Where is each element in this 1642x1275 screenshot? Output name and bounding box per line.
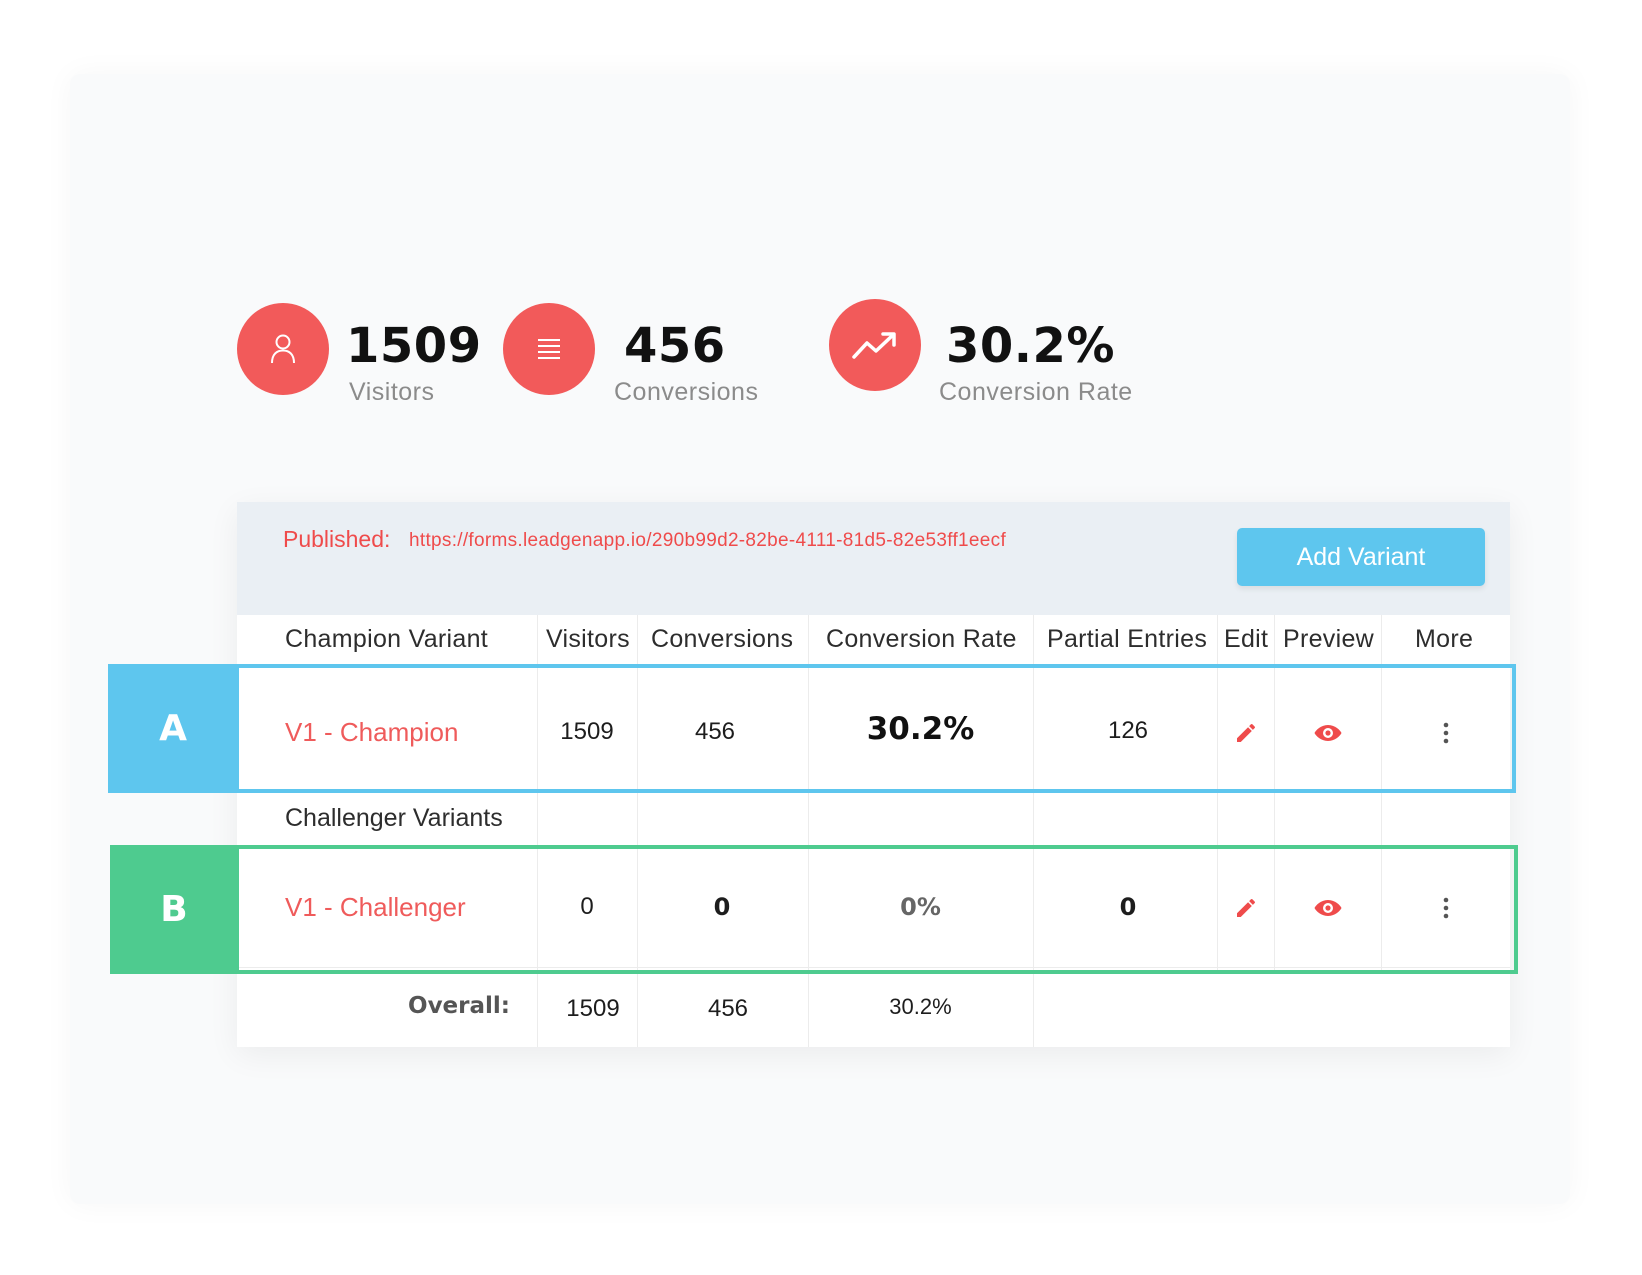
more-vertical-icon [1443,897,1448,919]
trend-up-icon [852,332,896,359]
overall-conversion-rate: 30.2% [889,994,952,1019]
published-label: Published: [283,526,391,552]
overall-conversions: 456 [707,995,749,1022]
pencil-icon [1236,723,1255,742]
challenger-edit-button[interactable] [1217,883,1274,933]
overall-label: Overall: [408,993,510,1019]
challenger-more-button[interactable] [1381,883,1510,933]
header-champion-variant: Champion Variant [285,625,489,653]
visitors-stat-label: Visitors [349,378,435,406]
overall-visitors: 1509 [566,995,620,1022]
visitors-stat-value: 1509 [346,318,482,374]
published-url-link[interactable]: https://forms.leadgenapp.io/290b99d2-82b… [409,530,1007,551]
challenger-preview-button[interactable] [1274,883,1381,933]
champion-conversions: 456 [694,718,736,745]
challenger-row[interactable] [235,845,1518,974]
challenger-variant-name[interactable]: V1 - Challenger [285,892,466,922]
add-variant-button[interactable]: Add Variant [1237,528,1485,586]
champion-variant-name[interactable]: V1 - Champion [285,717,459,747]
conversions-stat-label: Conversions [614,378,759,406]
champion-row[interactable] [235,664,1516,793]
header-edit: Edit [1224,625,1269,653]
challenger-conversions: 0 [713,893,731,921]
column-divider [637,615,638,1047]
visitors-stat-icon-circle [237,303,329,395]
champion-visitors: 1509 [560,718,614,745]
list-icon [538,339,560,359]
more-vertical-icon [1443,722,1448,744]
champion-tag: A [108,664,238,793]
conversion-rate-stat-value: 30.2% [946,318,1116,374]
row-divider [237,967,1510,968]
header-visitors: Visitors [546,625,630,653]
challenger-section-title: Challenger Variants [285,804,503,832]
user-icon [271,334,295,364]
header-conversions: Conversions [651,625,794,653]
eye-icon [1314,725,1341,741]
challenger-partial-entries: 0 [1119,893,1137,921]
champion-partial-entries: 126 [1107,717,1149,744]
challenger-tag: B [110,845,238,974]
champion-more-button[interactable] [1381,708,1510,758]
champion-edit-button[interactable] [1217,708,1274,758]
column-divider [1033,615,1034,1047]
champion-conversion-rate: 30.2% [866,711,975,747]
header-conversion-rate: Conversion Rate [826,625,1017,653]
pencil-icon [1236,898,1255,917]
column-divider [537,615,538,1047]
conversions-stat-icon-circle [503,303,595,395]
champion-preview-button[interactable] [1274,708,1381,758]
challenger-visitors: 0 [580,893,594,920]
conversions-stat-value: 456 [624,318,726,374]
header-more: More [1415,625,1474,653]
eye-icon [1314,900,1341,916]
challenger-conversion-rate: 0% [900,893,941,921]
header-partial-entries: Partial Entries [1047,625,1208,653]
conversion-rate-stat-label: Conversion Rate [939,378,1133,406]
column-divider [808,615,809,1047]
conversion-rate-stat-icon-circle [829,299,921,391]
header-preview: Preview [1283,625,1375,653]
